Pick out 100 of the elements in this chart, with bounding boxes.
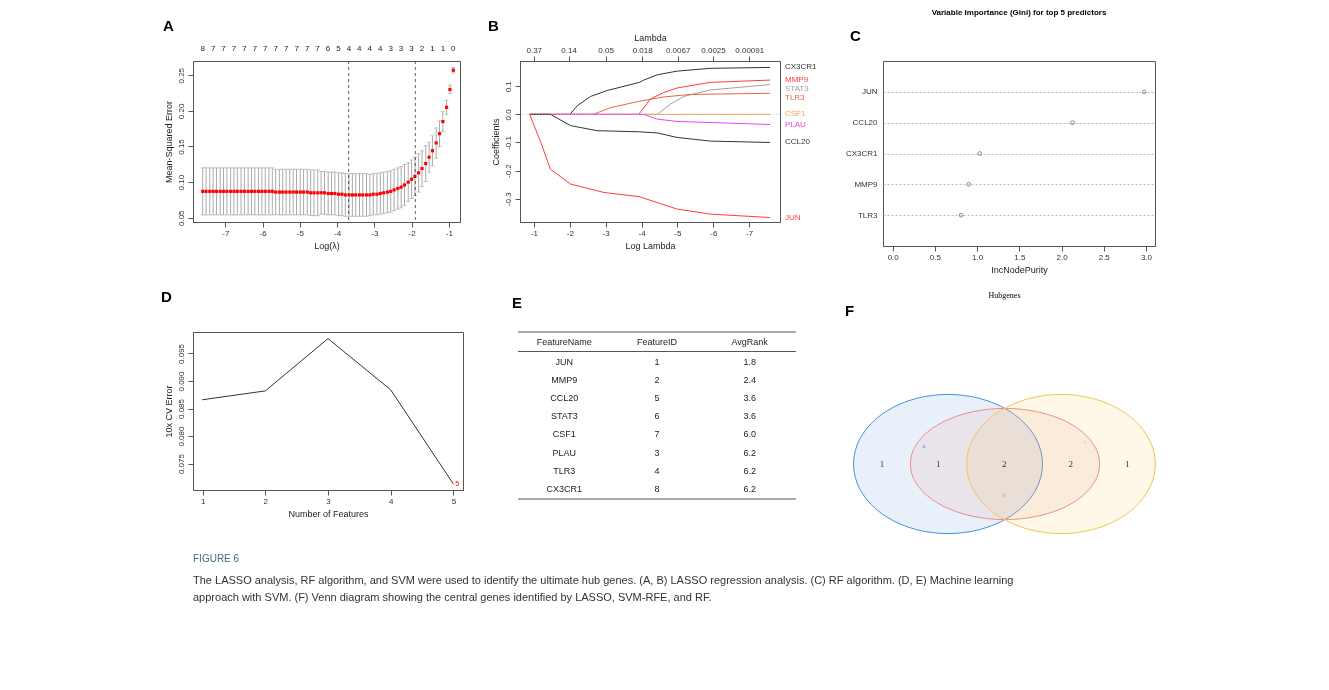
point (1142, 89, 1147, 95)
text: 7 (221, 44, 227, 53)
text: Hubgenes (988, 291, 1021, 300)
text: C (850, 27, 861, 44)
text: B (488, 17, 499, 34)
text: 8 (654, 484, 660, 494)
chart-title: Variable Importance (Gini) for top 5 predictors (931, 8, 1107, 17)
text: 3.6 (743, 392, 756, 403)
text: CSF1 (552, 429, 576, 440)
y-tick-label: TLR3 (857, 210, 879, 220)
x2-tick-label: 0.14 (561, 45, 578, 55)
text: 5 (654, 392, 660, 403)
text: MMP9 (551, 374, 578, 385)
text: 4 (654, 465, 660, 476)
y-tick-label: 0.1 (503, 80, 513, 93)
text: E (512, 294, 523, 311)
text: CCL20 (550, 392, 579, 403)
data-label: 1 (1125, 459, 1130, 469)
y-tick-label: 0.095 (176, 343, 186, 364)
y-tick-label: 0.085 (176, 398, 186, 420)
text: 0 (451, 44, 457, 53)
data-label: 1 (879, 459, 885, 469)
text: TLR3 (553, 465, 576, 476)
x2-tick-label: 0.00091 (735, 45, 765, 55)
text: 7 (294, 44, 300, 53)
text: 3 (388, 44, 394, 53)
x-tick-label: -2 (566, 228, 575, 238)
y-tick-label: CCL20 (852, 118, 879, 128)
x2-tick-label: 0.37 (526, 45, 543, 55)
category-label: AvgRank (731, 337, 769, 347)
y-tick-label: JUN (861, 87, 878, 97)
x-tick-label: -2 (408, 228, 417, 238)
text: 3.6 (743, 411, 756, 422)
y-tick-label: 0.20 (176, 103, 186, 120)
text: 1 (430, 44, 436, 53)
text: 1 (440, 44, 446, 53)
x-tick-label: 1.5 (1014, 252, 1026, 262)
series-label: MMP9 (785, 75, 809, 85)
category-label: FeatureID (636, 337, 678, 347)
text: D (161, 288, 172, 305)
text: 3 (654, 447, 660, 458)
text: The LASSO analysis, RF algorithm, and SVM were used to identify the ultimate hub genes. (A, B) LASSO regression analysis. (C) RF algorithm. (D, E) Machine learning approach with SVM. (F) Venn diagram showing the central genes identified by LASSO, SVM-RFE, and RF. (193, 574, 1014, 603)
x-tick-label: 1.0 (972, 252, 984, 262)
y-tick-label: 0.0 (503, 108, 513, 121)
text: JUN (555, 356, 574, 367)
y-axis-title: Coefficients (490, 118, 501, 166)
x-tick-label: -3 (371, 228, 379, 238)
text: 7 (315, 44, 321, 53)
x-tick-label: 2 (263, 496, 269, 506)
data-label: 1 (936, 459, 941, 469)
text: F (845, 302, 855, 319)
x-axis-title: Number of Features (288, 508, 370, 519)
x2-tick-label: 0.05 (598, 45, 615, 55)
x-tick-label: 1 (200, 496, 206, 506)
x-tick-label: -4 (638, 228, 647, 238)
text: 3 (398, 44, 404, 53)
y-tick-label: -0.2 (503, 163, 513, 178)
text: 7 (263, 44, 269, 53)
point (966, 182, 971, 187)
x-tick-label: -6 (259, 228, 268, 238)
x-tick-label: -3 (602, 228, 611, 238)
text: 7 (304, 44, 310, 53)
x2-axis-title: Lambda (634, 32, 667, 43)
x-tick-label: -5 (674, 228, 683, 238)
x-axis-title: Log(λ) (314, 240, 340, 251)
text: PLAU (552, 447, 577, 458)
x2-tick-label: 0.018 (632, 45, 654, 55)
x-tick-label: 2.0 (1056, 252, 1069, 262)
text: 2.4 (743, 374, 756, 385)
x2-tick-label: 0.0025 (701, 45, 727, 55)
y-tick-label: -0.3 (503, 191, 513, 207)
text: A (163, 17, 174, 34)
y-tick-label: CX3CR1 (845, 149, 879, 158)
text: STAT3 (551, 411, 578, 422)
y-tick-label: MMP9 (854, 179, 879, 189)
text: 6 (325, 44, 331, 53)
text: 8 (200, 44, 206, 53)
x-tick-label: 5 (451, 496, 457, 506)
text: 4 (367, 44, 373, 53)
text: CX3CR1 (546, 484, 583, 494)
text: 6 (654, 411, 660, 422)
text: 7 (210, 44, 216, 53)
text: 4 (346, 44, 352, 53)
x-tick-label: 0.5 (929, 252, 942, 262)
text: 3 (409, 44, 415, 53)
text: 2 (419, 44, 425, 53)
y-axis-title: 10x CV Error (163, 385, 174, 438)
point (977, 151, 982, 156)
y-tick-label: 0.25 (176, 67, 186, 84)
y-tick-label: 0.080 (176, 425, 186, 447)
x-tick-label: -6 (710, 228, 718, 238)
y-tick-label: 0.075 (176, 453, 186, 475)
x-tick-label: -1 (445, 228, 454, 238)
text: 6.2 (743, 465, 756, 476)
x-tick-label: -4 (334, 228, 342, 238)
series-label: CSF1 (785, 109, 806, 119)
text: 7 (273, 44, 279, 53)
series-label: TLR3 (785, 93, 806, 103)
text: 7 (654, 429, 660, 440)
category-label: FeatureName (536, 337, 592, 347)
